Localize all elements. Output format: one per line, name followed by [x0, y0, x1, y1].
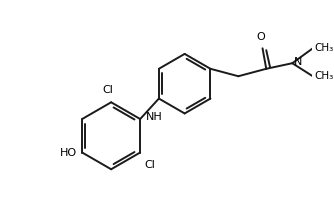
Text: N: N: [294, 57, 303, 67]
Text: CH₃: CH₃: [315, 71, 334, 81]
Text: Cl: Cl: [145, 160, 156, 170]
Text: CH₃: CH₃: [315, 43, 334, 53]
Text: HO: HO: [59, 148, 76, 158]
Text: NH: NH: [146, 112, 163, 122]
Text: Cl: Cl: [102, 85, 113, 95]
Text: O: O: [256, 32, 265, 42]
